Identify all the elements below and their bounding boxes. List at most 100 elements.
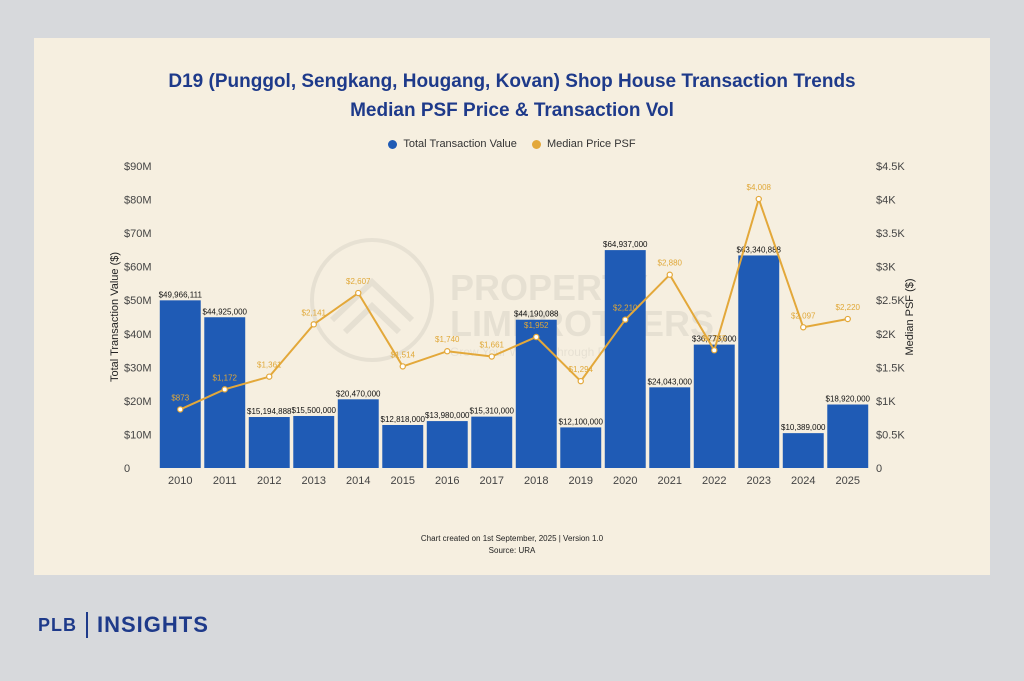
bar-value-label: $15,310,000 xyxy=(470,407,515,416)
line-value-label: $2,880 xyxy=(658,259,683,268)
line-point xyxy=(399,363,406,370)
bar xyxy=(604,250,646,468)
line-point xyxy=(622,316,629,323)
line-point xyxy=(711,347,718,354)
x-tick-label: 2011 xyxy=(213,475,237,487)
brand-divider xyxy=(86,612,88,638)
brand-insights: INSIGHTS xyxy=(97,612,209,637)
bar-value-label: $44,925,000 xyxy=(203,307,248,316)
x-tick-label: 2020 xyxy=(613,475,637,487)
line-point xyxy=(444,348,451,355)
bar xyxy=(382,424,424,468)
y-right-axis-label: Median PSF ($) xyxy=(904,278,916,355)
y-left-tick-label: $50M xyxy=(124,295,152,307)
line-point xyxy=(800,324,807,331)
x-tick-label: 2022 xyxy=(702,475,726,487)
bar-value-label: $12,100,000 xyxy=(559,417,604,426)
y-left-tick-label: $80M xyxy=(124,195,152,207)
bar xyxy=(693,344,735,468)
x-tick-label: 2014 xyxy=(346,475,370,487)
bar xyxy=(649,387,691,468)
bar xyxy=(471,416,513,468)
bar-value-label: $12,818,000 xyxy=(381,415,426,424)
y-right-tick-label: $4.5K xyxy=(876,161,905,173)
chart-footnote: Chart created on 1st September, 2025 | V… xyxy=(420,534,604,543)
y-left-axis-label: Total Transaction Value ($) xyxy=(109,252,121,382)
y-right-tick-label: $0.5K xyxy=(876,429,905,441)
line-point xyxy=(221,386,228,393)
bar xyxy=(827,404,869,468)
bar xyxy=(782,433,824,468)
x-tick-label: 2012 xyxy=(257,475,281,487)
bar-value-label: $10,389,000 xyxy=(781,423,826,432)
y-right-tick-label: $1.5K xyxy=(876,362,905,374)
y-left-tick-label: $90M xyxy=(124,161,152,173)
y-right-tick-label: $4K xyxy=(876,195,896,207)
line-value-label: $1,294 xyxy=(569,365,594,374)
y-right-tick-label: $2.5K xyxy=(876,295,905,307)
y-left-tick-label: $30M xyxy=(124,362,152,374)
watermark-logo: PROPERTY LIMBROTHERS Grow Your Wealth Th… xyxy=(310,238,714,362)
bar-value-label: $20,470,000 xyxy=(336,389,381,398)
x-tick-label: 2017 xyxy=(480,475,504,487)
bar-value-label: $63,340,888 xyxy=(737,245,782,254)
line-value-label: $1,661 xyxy=(480,341,505,350)
line-value-label: $1,172 xyxy=(213,373,238,382)
chart-legend: Total Transaction Value Median Price PSF xyxy=(0,138,1024,152)
legend-item-transaction-value[interactable]: Total Transaction Value xyxy=(388,138,517,150)
x-tick-label: 2018 xyxy=(524,475,548,487)
bar-value-label: $15,194,888 xyxy=(247,407,292,416)
line-value-label: $2,607 xyxy=(346,277,371,286)
x-tick-label: 2015 xyxy=(391,475,415,487)
line-value-label: $2,210 xyxy=(613,304,638,313)
brand-logo: PLB INSIGHTS xyxy=(38,612,209,638)
line-value-label: $1,361 xyxy=(257,361,282,370)
line-value-label: $1,514 xyxy=(391,350,416,359)
brand-plb: PLB xyxy=(38,614,77,635)
y-left-tick-label: $20M xyxy=(124,396,152,408)
watermark-roof xyxy=(329,277,415,335)
bar xyxy=(248,417,290,468)
y-right-tick-label: $3.5K xyxy=(876,228,905,240)
watermark-ring xyxy=(310,238,434,362)
line-point xyxy=(755,195,762,203)
x-tick-label: 2010 xyxy=(168,475,192,487)
bar xyxy=(738,255,780,468)
chart-subtitle: Median PSF Price & Transaction Vol xyxy=(350,100,674,121)
line-value-label: $4,008 xyxy=(747,183,772,192)
y-left-tick-label: $60M xyxy=(124,262,152,274)
legend-swatch-blue xyxy=(388,139,398,149)
y-right-tick-label: $3K xyxy=(876,262,896,274)
bar-value-label: $13,980,000 xyxy=(425,411,470,420)
line-value-label: $2,141 xyxy=(302,308,327,317)
bar xyxy=(515,319,557,468)
y-left-tick-label: $10M xyxy=(124,429,152,441)
y-right-tick-label: $2K xyxy=(876,329,896,341)
x-tick-label: 2019 xyxy=(569,475,593,487)
line-value-label: $873 xyxy=(171,393,189,402)
line-point xyxy=(488,353,495,360)
bar xyxy=(560,427,602,468)
line-point xyxy=(844,315,851,323)
bar-value-label: $15,500,000 xyxy=(292,406,337,415)
y-right-tick-label: $1K xyxy=(876,396,896,408)
legend-swatch-orange xyxy=(531,139,541,149)
line-point xyxy=(533,333,540,341)
line-value-label: $1,755 xyxy=(702,334,727,343)
bar xyxy=(337,399,379,468)
legend-item-median-psf[interactable]: Median Price PSF xyxy=(531,138,636,150)
chart-title: D19 (Punggol, Sengkang, Hougang, Kovan) … xyxy=(168,71,856,92)
line-value-label: $2,097 xyxy=(791,311,816,320)
bar xyxy=(293,415,335,468)
x-tick-label: 2021 xyxy=(658,475,682,487)
x-tick-label: 2025 xyxy=(836,475,860,487)
y-left-tick-label: 0 xyxy=(124,463,130,475)
bar-value-label: $49,966,111 xyxy=(159,290,203,299)
line-point xyxy=(177,406,184,413)
y-right-tick-label: 0 xyxy=(876,463,882,475)
bar xyxy=(204,317,246,468)
bar-value-label: $44,190,088 xyxy=(514,310,559,319)
line-value-label: $1,952 xyxy=(524,321,549,330)
bar-value-label: $36,778,000 xyxy=(692,335,737,344)
